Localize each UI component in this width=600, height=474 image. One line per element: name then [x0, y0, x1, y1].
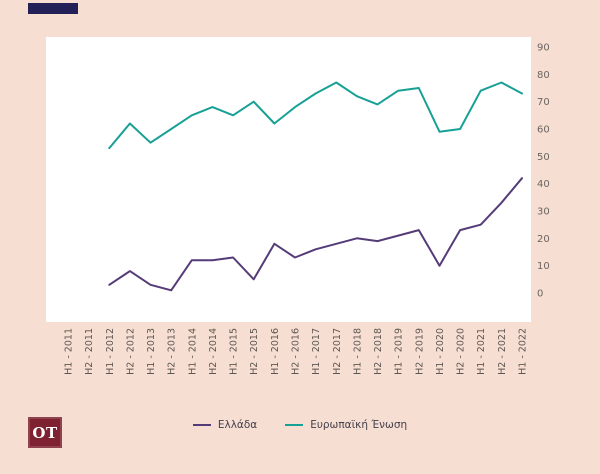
y-axis-tick-label: 90 — [537, 43, 550, 54]
x-axis: H1 - 2011 H2 - 2011 H1 - 2012 H2 - 2012 H1 -… — [64, 328, 529, 375]
x-axis-tick-label: H2 - 2020 — [456, 328, 467, 375]
legend-item-greece[interactable]: Ελλάδα — [192, 419, 258, 431]
x-axis-tick-label: H1 - 2011 — [64, 328, 75, 375]
plot-area — [46, 37, 531, 322]
y-axis-tick-label: 10 — [537, 261, 550, 272]
y-axis-tick-label: 60 — [537, 125, 550, 136]
ot-logo-text: OT — [32, 423, 58, 442]
x-axis-tick-label: H1 - 2018 — [352, 328, 363, 375]
y-axis-tick-label: 70 — [537, 97, 550, 108]
ot-logo[interactable]: OT — [28, 417, 62, 448]
x-axis-tick-label: H1 - 2015 — [229, 328, 240, 375]
x-axis-tick-label: H1 - 2022 — [518, 328, 529, 375]
x-axis-tick-label: H1 - 2021 — [476, 328, 487, 375]
legend-item-eu[interactable]: Ευρωπαϊκή Ένωση — [285, 419, 407, 431]
x-axis-tick-label: H2 - 2015 — [249, 328, 260, 375]
x-axis-tick-label: H2 - 2012 — [125, 328, 136, 375]
y-axis-tick-label: 20 — [537, 234, 550, 245]
chart-legend: Ελλάδα Ευρωπαϊκή Ένωση — [0, 419, 600, 431]
x-axis-tick-label: H2 - 2017 — [332, 328, 343, 375]
x-axis-tick-label: H1 - 2012 — [105, 328, 116, 375]
y-axis-tick-label: 40 — [537, 179, 550, 190]
x-axis-tick-label: H1 - 2020 — [435, 328, 446, 375]
x-axis-tick-label: H1 - 2013 — [146, 328, 157, 375]
x-axis-tick-label: H2 - 2013 — [167, 328, 178, 375]
legend-label-greece: Ελλάδα — [217, 419, 258, 431]
x-axis-tick-label: H2 - 2016 — [291, 328, 302, 375]
y-axis-tick-label: 30 — [537, 207, 550, 218]
line-series-1 — [108, 81, 523, 150]
x-axis-tick-label: H1 - 2014 — [187, 328, 198, 375]
top-accent-bar — [28, 3, 78, 14]
y-axis-tick-label: 80 — [537, 70, 550, 81]
x-axis-tick-label: H2 - 2019 — [414, 328, 425, 375]
eu-line-swatch — [285, 424, 304, 426]
x-axis-tick-label: H1 - 2019 — [394, 328, 405, 375]
y-axis-tick-label: 0 — [537, 289, 543, 300]
x-axis-tick-label: H2 - 2011 — [84, 328, 95, 375]
y-axis-tick-label: 50 — [537, 152, 550, 163]
x-axis-tick-label: H1 - 2016 — [270, 328, 281, 375]
legend-label-eu: Ευρωπαϊκή Ένωση — [310, 419, 408, 431]
line-series-0 — [108, 177, 523, 292]
chart-series — [108, 81, 523, 292]
x-axis-tick-label: H2 - 2021 — [497, 328, 508, 375]
x-axis-tick-label: H2 - 2014 — [208, 328, 219, 375]
x-axis-tick-label: H1 - 2017 — [311, 328, 322, 375]
x-axis-tick-label: H2 - 2018 — [373, 328, 384, 375]
greece-line-swatch — [192, 424, 211, 426]
y-axis: 0 10 20 30 40 50 60 70 80 90 — [537, 43, 550, 300]
